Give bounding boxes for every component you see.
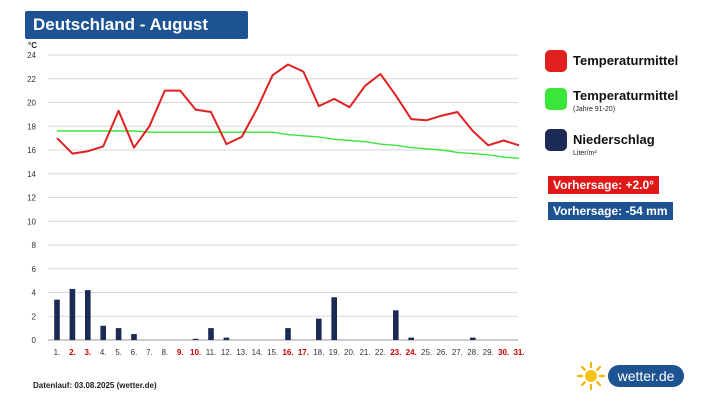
- y-tick-label: 24: [27, 51, 36, 60]
- climate-line: [57, 130, 520, 159]
- x-tick-label: 10.: [190, 348, 201, 357]
- x-tick-label: 25.: [421, 348, 432, 357]
- precip-bar: [192, 338, 199, 340]
- legend-temp-label: Temperaturmittel: [573, 53, 679, 68]
- temperature-line: [56, 63, 520, 155]
- legend-precip-sub: Liter/m²: [573, 150, 597, 157]
- y-tick-label: 0: [32, 336, 37, 345]
- precip-bar: [285, 328, 291, 340]
- x-tick-label: 12.: [221, 348, 232, 357]
- y-tick-label: 14: [27, 170, 36, 179]
- y-tick-label: 12: [27, 194, 36, 203]
- brand-name: wetter.de: [608, 365, 684, 387]
- precip-bar: [131, 334, 137, 340]
- y-tick-label: 10: [27, 217, 36, 226]
- x-tick-label: 2.: [69, 348, 76, 357]
- x-tick-label: 23.: [390, 348, 401, 357]
- x-tick-label: 16.: [282, 348, 293, 357]
- footer-text: Datenlauf: 03.08.2025 (wetter.de): [33, 381, 157, 390]
- x-tick-label: 11.: [206, 348, 217, 357]
- x-tick-label: 19.: [329, 348, 340, 357]
- precip-bar: [85, 290, 91, 340]
- x-tick-label: 18.: [313, 348, 324, 357]
- x-tick-label: 1.: [54, 348, 61, 357]
- x-tick-label: 15.: [267, 348, 278, 357]
- legend-precip-swatch: [545, 129, 567, 151]
- legend-climate-sub: (Jahre 91-20): [573, 106, 616, 113]
- precip-bar: [316, 318, 322, 340]
- grid: [48, 54, 518, 341]
- precip-bar: [115, 328, 122, 340]
- precip-bars: [54, 288, 476, 340]
- y-axis-label: °C: [28, 41, 37, 50]
- precip-bar: [69, 288, 76, 340]
- x-axis: 1. 2. 3. 4. 5. 6. 7. 8. 9. 10. 11. 12. 13. 14. 15. 16. 1…: [54, 348, 525, 357]
- sun-icon: [576, 361, 606, 391]
- precip-bar: [100, 325, 106, 340]
- precip-bar: [470, 337, 476, 340]
- precip-bar: [223, 337, 230, 340]
- precip-bar: [208, 328, 214, 340]
- x-tick-label: 26.: [436, 348, 447, 357]
- y-tick-label: 20: [27, 99, 36, 108]
- x-tick-label: 24.: [406, 348, 417, 357]
- forecast-temp-badge: Vorhersage: +2.0°: [548, 176, 659, 194]
- y-tick-label: 16: [27, 146, 36, 155]
- x-tick-label: 30.: [498, 348, 509, 357]
- y-tick-label: 6: [32, 265, 37, 274]
- x-tick-label: 14.: [252, 348, 263, 357]
- x-tick-label: 28.: [467, 348, 478, 357]
- x-tick-label: 3.: [84, 348, 91, 357]
- legend-climate-swatch: [545, 88, 567, 110]
- x-tick-label: 21.: [359, 348, 370, 357]
- x-tick-label: 9.: [177, 348, 184, 357]
- y-tick-label: 22: [27, 75, 36, 84]
- legend-temp-swatch: [545, 50, 567, 72]
- legend-climate-label: Temperaturmittel: [573, 88, 679, 103]
- page-title: Deutschland - August: [25, 11, 248, 39]
- x-tick-label: 31.: [513, 348, 524, 357]
- precip-bar: [393, 310, 399, 340]
- precip-bar: [408, 337, 414, 340]
- x-tick-label: 29.: [483, 348, 494, 357]
- x-tick-label: 20.: [344, 348, 355, 357]
- x-tick-label: 27.: [452, 348, 463, 357]
- brand-logo[interactable]: wetter.de: [576, 361, 688, 391]
- precip-bar: [54, 299, 60, 340]
- x-tick-label: 5.: [115, 348, 122, 357]
- x-tick-label: 4.: [100, 348, 107, 357]
- precip-bar: [331, 297, 337, 340]
- lines: [56, 63, 520, 159]
- x-tick-label: 6.: [131, 348, 138, 357]
- x-tick-label: 22.: [375, 348, 386, 357]
- y-tick-label: 8: [32, 241, 37, 250]
- x-tick-label: 8.: [161, 348, 168, 357]
- x-tick-label: 17.: [298, 348, 309, 357]
- x-tick-label: 7.: [146, 348, 153, 357]
- y-tick-label: 4: [32, 289, 37, 298]
- forecast-precip-badge: Vorhersage: -54 mm: [548, 202, 673, 220]
- y-tick-label: 18: [27, 122, 36, 131]
- y-tick-label: 2: [32, 312, 37, 321]
- legend-precip-label: Niederschlag: [573, 132, 655, 147]
- x-tick-label: 13.: [236, 348, 247, 357]
